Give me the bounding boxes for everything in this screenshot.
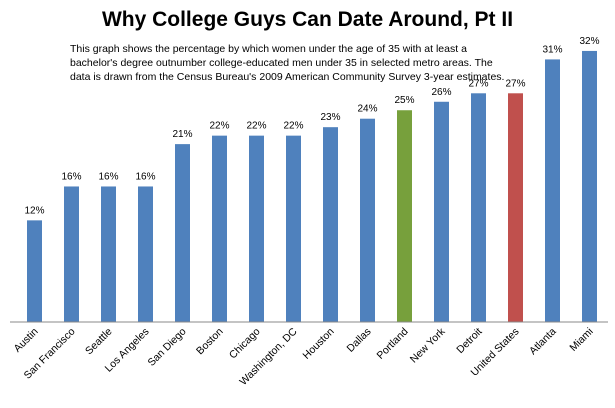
- value-labels-group: 12% 16% 16% 16% 21% 22% 22% 22% 23% 24% 25% 26% 27% 2…: [24, 36, 599, 216]
- bar-new-york: [434, 101, 449, 322]
- bar-united-states: [508, 93, 523, 322]
- bar-portland: [397, 110, 412, 322]
- value-label-boston: 22%: [209, 121, 229, 132]
- bar-san-diego: [175, 144, 190, 322]
- category-label-chicago: Chicago: [227, 326, 263, 362]
- bars-group: [27, 50, 597, 323]
- bar-los-angeles: [138, 186, 153, 322]
- category-label-new-york: New York: [408, 325, 448, 365]
- chart-subtitle: This graph shows the percentage by which…: [70, 43, 505, 83]
- category-label-houston: Houston: [300, 326, 336, 362]
- value-label-dallas: 24%: [357, 104, 377, 115]
- value-label-seattle: 16%: [98, 171, 118, 182]
- bar-chicago: [249, 135, 264, 322]
- chart-title: Why College Guys Can Date Around, Pt II: [101, 8, 514, 31]
- category-label-san-diego: San Diego: [145, 326, 188, 369]
- category-label-portland: Portland: [374, 326, 410, 362]
- bar-dallas: [360, 118, 375, 323]
- bar-boston: [212, 135, 227, 322]
- category-label-boston: Boston: [194, 326, 226, 358]
- value-label-san-francisco: 16%: [61, 171, 81, 182]
- value-label-portland: 25%: [394, 95, 414, 106]
- value-label-atlanta: 31%: [542, 44, 562, 55]
- category-label-miami: Miami: [567, 326, 595, 354]
- value-label-los-angeles: 16%: [135, 171, 155, 182]
- bar-atlanta: [545, 59, 560, 322]
- bar-seattle: [101, 186, 116, 322]
- value-label-chicago: 22%: [246, 121, 266, 132]
- value-label-new-york: 26%: [431, 87, 451, 98]
- bar-san-francisco: [64, 186, 79, 322]
- value-label-san-diego: 21%: [172, 129, 192, 140]
- bar-detroit: [471, 93, 486, 322]
- category-label-austin: Austin: [11, 326, 40, 355]
- category-label-dallas: Dallas: [344, 326, 373, 355]
- value-label-washington-dc: 22%: [283, 121, 303, 132]
- value-label-detroit: 27%: [468, 78, 488, 89]
- category-label-detroit: Detroit: [454, 326, 484, 356]
- bar-austin: [27, 220, 42, 322]
- value-label-houston: 23%: [320, 112, 340, 123]
- bar-miami: [582, 50, 597, 323]
- bar-houston: [323, 127, 338, 322]
- bar-washington-dc: [286, 135, 301, 322]
- value-label-united-states: 27%: [505, 78, 525, 89]
- value-label-miami: 32%: [579, 36, 599, 47]
- category-label-atlanta: Atlanta: [527, 326, 559, 358]
- value-label-austin: 12%: [24, 205, 44, 216]
- category-label-seattle: Seattle: [83, 326, 115, 358]
